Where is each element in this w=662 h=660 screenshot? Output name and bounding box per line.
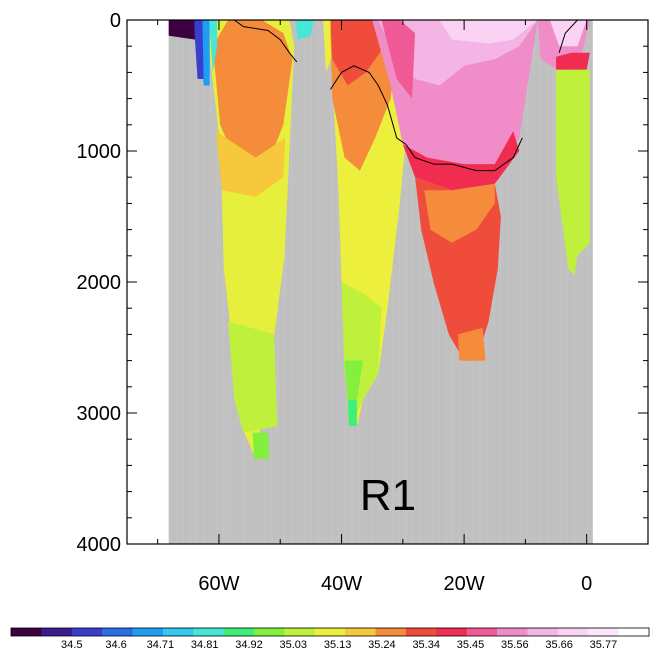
region-basin-mid-red [330,20,388,86]
region-shelf-blue [194,20,204,79]
colorbar-swatch [375,628,407,636]
colorbar-swatch [11,628,42,636]
region-basin-mid-deep-green [344,360,363,400]
region-basin-east-red-band [402,131,520,191]
colorbar-swatch [314,628,346,636]
y-tick-label: 3000 [77,403,122,425]
colorbar-swatch [284,628,316,636]
region-basin-west-deep-green [228,321,278,433]
colorbar-swatch [497,628,528,636]
colorbar-swatch [132,628,164,636]
colorbar-swatch [102,628,133,636]
colorbar-label: 34.71 [147,639,175,651]
isoline-west [234,19,298,63]
region-basin-east-deep-orange [458,327,486,361]
region-east-ridge-red [556,52,590,70]
region-shelf-purple [168,20,198,40]
region-east-ridge-lightpink [549,20,587,47]
colorbar-label: 35.56 [501,639,529,651]
colorbar: 34.5 34.6 34.71 34.81 34.92 35.03 35.13 35.24 35… [10,627,650,651]
colorbar-frame [10,627,650,637]
colorbar-swatch [162,628,194,636]
colorbar-label: 35.03 [280,639,308,651]
colorbar-swatch [527,628,559,636]
colorbar-swatch [223,628,255,636]
region-basin-west-bottom-green [252,432,270,459]
y-tick-label: 0 [110,10,121,32]
colorbar-label: 35.13 [324,639,352,651]
region-basin-west-yellow-inner [215,131,286,197]
x-tick-label: 40W [321,573,362,595]
colorbar-swatch [618,628,650,636]
y-tick-label: 1000 [77,141,122,163]
colorbar-label: 34.81 [191,639,219,651]
colorbar-swatch [345,628,376,636]
colorbar-swatch [588,628,619,636]
region-east-ridge-green [556,69,590,276]
colorbar-swatch [466,628,498,636]
region-basin-mid-bright-green [347,399,357,427]
colorbar-swatch [41,628,73,636]
x-tick-label: 0 [581,573,592,595]
colorbar-label: 35.66 [545,639,573,651]
colorbar-label: 35.34 [412,639,440,651]
region-basin-west-teal-edge [209,20,218,73]
colorbar-swatch [405,628,437,636]
plot-area [168,19,593,544]
colorbar-label: 34.6 [105,639,126,651]
panel-label: R1 [360,471,416,520]
colorbar-label: 35.45 [457,639,485,651]
isoline-east [330,65,523,172]
colorbar-label: 34.5 [61,639,82,651]
colorbar-label: 35.77 [590,639,618,651]
region-basin-east-magenta [381,20,416,99]
y-tick-label: 4000 [77,534,122,556]
colorbar-label: 35.24 [368,639,396,651]
region-basin-west-orange [212,20,293,165]
colorbar-swatch [71,628,103,636]
colorbar-label: 34.92 [235,639,263,651]
region-basin-east-orange [424,183,495,243]
colorbar-swatch [557,628,589,636]
x-tick-label: 60W [198,573,239,595]
region-ridge-green-cyan [295,20,314,40]
y-tick-label: 2000 [77,272,122,294]
colorbar-swatch [254,628,285,636]
isoline-far-east [558,19,578,53]
colorbar-swatch [193,628,224,636]
axes: 0 1000 2000 3000 4000 60W 40W 20W 0 [77,10,649,595]
colorbar-swatch [436,628,468,636]
x-tick-label: 20W [444,573,485,595]
